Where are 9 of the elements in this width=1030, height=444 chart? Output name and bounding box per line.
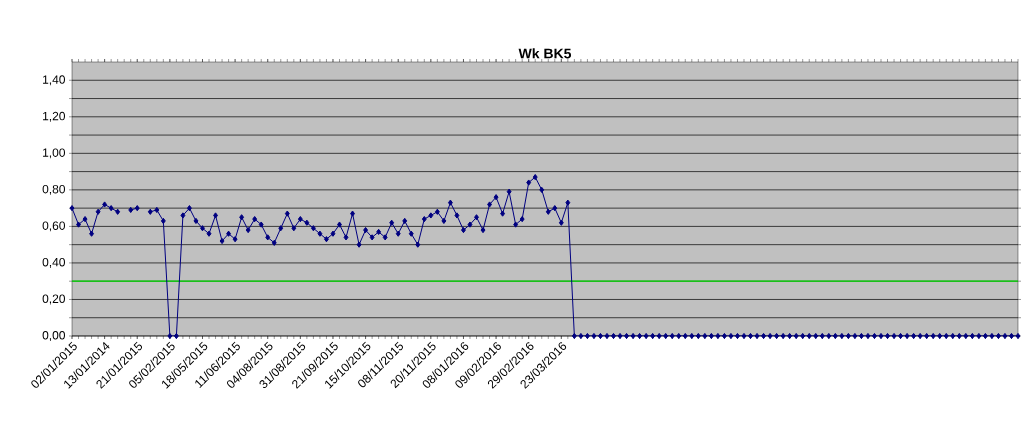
y-tick-label: 1,00 — [43, 148, 66, 159]
chart-title: Wk BK5 — [518, 48, 572, 59]
y-tick-label: 1,20 — [43, 111, 66, 122]
y-tick-label: 0,40 — [42, 257, 66, 268]
y-tick-label: 1,40 — [43, 75, 66, 86]
y-tick-label: 0,80 — [42, 184, 66, 195]
y-tick-label: 0,20 — [42, 294, 66, 305]
y-tick-label: 0,60 — [42, 221, 66, 232]
y-tick-label: 0,00 — [42, 331, 66, 341]
